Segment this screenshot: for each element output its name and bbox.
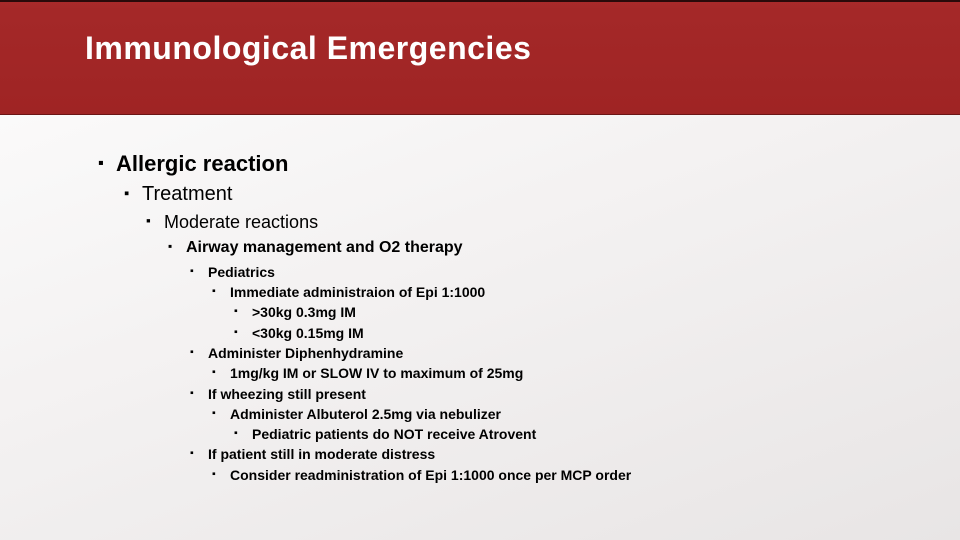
text-l5a: Pediatrics bbox=[208, 264, 275, 280]
text-l5b: Administer Diphenhydramine bbox=[208, 345, 403, 361]
text-l7a1b: <30kg 0.15mg IM bbox=[252, 325, 364, 341]
text-l6c1: Administer Albuterol 2.5mg via nebulizer bbox=[230, 406, 501, 422]
text-l6d1: Consider readministration of Epi 1:1000 … bbox=[230, 467, 631, 483]
slide-header: Immunological Emergencies bbox=[0, 0, 960, 115]
bullet-l1: Allergic reaction Treatment Moderate rea… bbox=[116, 149, 960, 485]
bullet-l7: >30kg 0.3mg IM bbox=[252, 302, 960, 322]
bullet-l6: Administer Albuterol 2.5mg via nebulizer… bbox=[230, 404, 960, 445]
text-l4: Airway management and O2 therapy bbox=[186, 239, 463, 256]
text-l1: Allergic reaction bbox=[116, 151, 288, 176]
bullet-l5: If patient still in moderate distress Co… bbox=[208, 444, 960, 485]
bullet-l7: Pediatric patients do NOT receive Atrove… bbox=[252, 424, 960, 444]
text-l3: Moderate reactions bbox=[164, 212, 318, 232]
bullet-l5: If wheezing still present Administer Alb… bbox=[208, 384, 960, 445]
slide-title: Immunological Emergencies bbox=[85, 30, 960, 67]
text-l7a1a: >30kg 0.3mg IM bbox=[252, 304, 356, 320]
text-l6b1: 1mg/kg IM or SLOW IV to maximum of 25mg bbox=[230, 365, 523, 381]
text-l6a1: Immediate administraion of Epi 1:1000 bbox=[230, 284, 485, 300]
bullet-l5: Administer Diphenhydramine 1mg/kg IM or … bbox=[208, 343, 960, 384]
text-l2: Treatment bbox=[142, 183, 232, 205]
bullet-l3: Moderate reactions Airway management and… bbox=[164, 209, 960, 485]
bullet-l2: Treatment Moderate reactions Airway mana… bbox=[142, 180, 960, 485]
bullet-l6: Immediate administraion of Epi 1:1000 >3… bbox=[230, 282, 960, 343]
bullet-l6: 1mg/kg IM or SLOW IV to maximum of 25mg bbox=[230, 363, 960, 383]
bullet-l7: <30kg 0.15mg IM bbox=[252, 323, 960, 343]
text-l7c1a: Pediatric patients do NOT receive Atrove… bbox=[252, 426, 536, 442]
text-l5c: If wheezing still present bbox=[208, 386, 366, 402]
text-l5d: If patient still in moderate distress bbox=[208, 446, 435, 462]
bullet-l4: Airway management and O2 therapy Pediatr… bbox=[186, 236, 960, 485]
bullet-l6: Consider readministration of Epi 1:1000 … bbox=[230, 465, 960, 485]
bullet-l5: Pediatrics Immediate administraion of Ep… bbox=[208, 262, 960, 343]
slide-content: Allergic reaction Treatment Moderate rea… bbox=[0, 115, 960, 485]
